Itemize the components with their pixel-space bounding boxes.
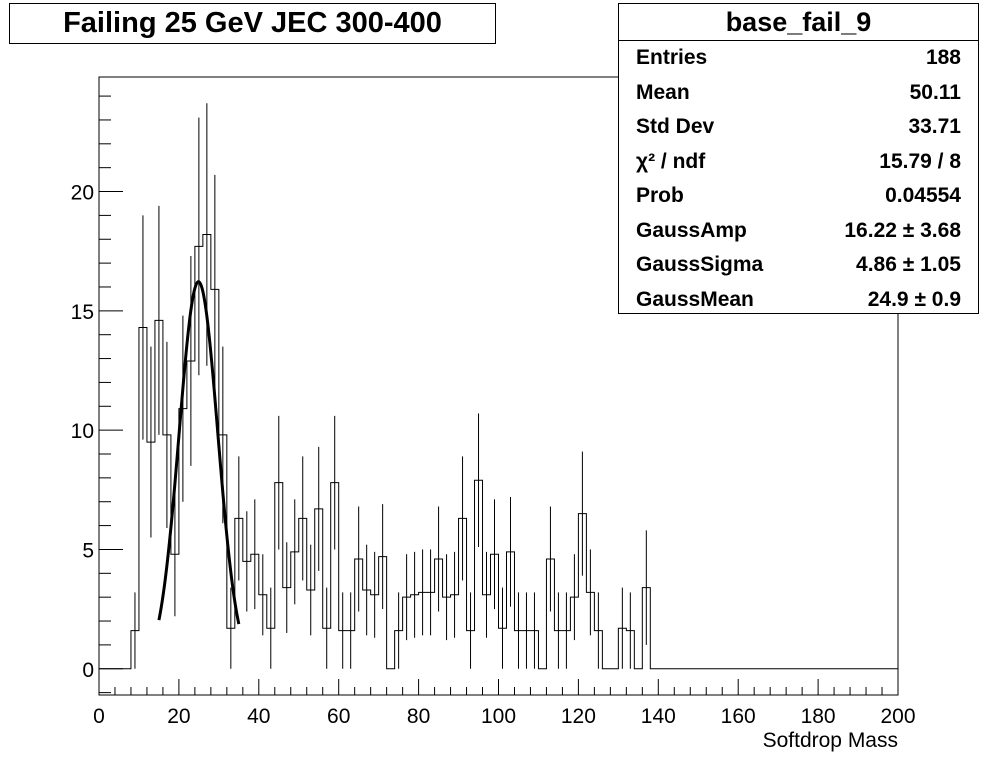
x-tick-label: 0	[93, 705, 105, 728]
stats-histogram-name: base_fail_9	[619, 4, 978, 41]
y-tick-label: 20	[71, 182, 94, 205]
stats-label: Std Dev	[636, 115, 715, 138]
stats-row: Prob 0.04554	[619, 179, 978, 214]
stats-box: base_fail_9 Entries 188 Mean 50.11 Std Dev 33…	[618, 3, 979, 314]
x-tick-label: 40	[247, 705, 270, 728]
stats-row: GaussAmp 16.22 ± 3.68	[619, 214, 978, 249]
stats-row: GaussSigma 4.86 ± 1.05	[619, 248, 978, 283]
stats-row: χ² / ndf 15.79 / 8	[619, 145, 978, 180]
stats-row: Entries 188	[619, 41, 978, 76]
stats-value: 15.79 / 8	[879, 149, 961, 173]
x-tick-label: 20	[167, 705, 190, 728]
x-tick-label: 140	[641, 705, 676, 728]
x-tick-label: 200	[880, 705, 915, 728]
stats-label: Mean	[636, 80, 690, 104]
y-tick-label: 5	[82, 539, 94, 562]
stats-row: Std Dev 33.71	[619, 110, 978, 145]
stats-label: GaussSigma	[636, 253, 764, 276]
y-tick-label: 0	[82, 659, 94, 682]
x-axis-title: Softdrop Mass	[763, 729, 898, 752]
y-tick-label: 15	[71, 301, 94, 324]
chart-title-box: Failing 25 GeV JEC 300-400	[9, 3, 496, 44]
stats-value: 50.11	[909, 80, 961, 104]
x-tick-label: 60	[327, 705, 350, 728]
x-tick-label: 100	[481, 705, 516, 728]
stats-label: GaussAmp	[636, 218, 747, 242]
stats-value: 33.71	[908, 115, 961, 138]
gauss-fit-curve	[157, 280, 241, 625]
stats-row: GaussMean 24.9 ± 0.9	[619, 283, 978, 318]
y-tick-label: 10	[71, 420, 94, 443]
stats-value: 4.86 ± 1.05	[856, 253, 961, 276]
x-tick-label: 80	[407, 705, 430, 728]
stats-value: 0.04554	[885, 184, 961, 207]
x-tick-label: 160	[721, 705, 756, 728]
stats-label: Entries	[636, 46, 708, 69]
stats-label: GaussMean	[636, 287, 754, 311]
stats-value: 24.9 ± 0.9	[867, 287, 961, 311]
stats-rows: Entries 188 Mean 50.11 Std Dev 33.71 χ² / ndf 1…	[619, 41, 978, 317]
stats-value: 188	[925, 46, 961, 69]
stats-label: Prob	[636, 184, 684, 207]
chart-title: Failing 25 GeV JEC 300-400	[63, 7, 442, 39]
stats-label: χ² / ndf	[636, 149, 706, 173]
x-tick-label: 180	[801, 705, 836, 728]
stats-value: 16.22 ± 3.68	[844, 218, 961, 242]
stats-row: Mean 50.11	[619, 76, 978, 111]
x-tick-label: 120	[561, 705, 596, 728]
